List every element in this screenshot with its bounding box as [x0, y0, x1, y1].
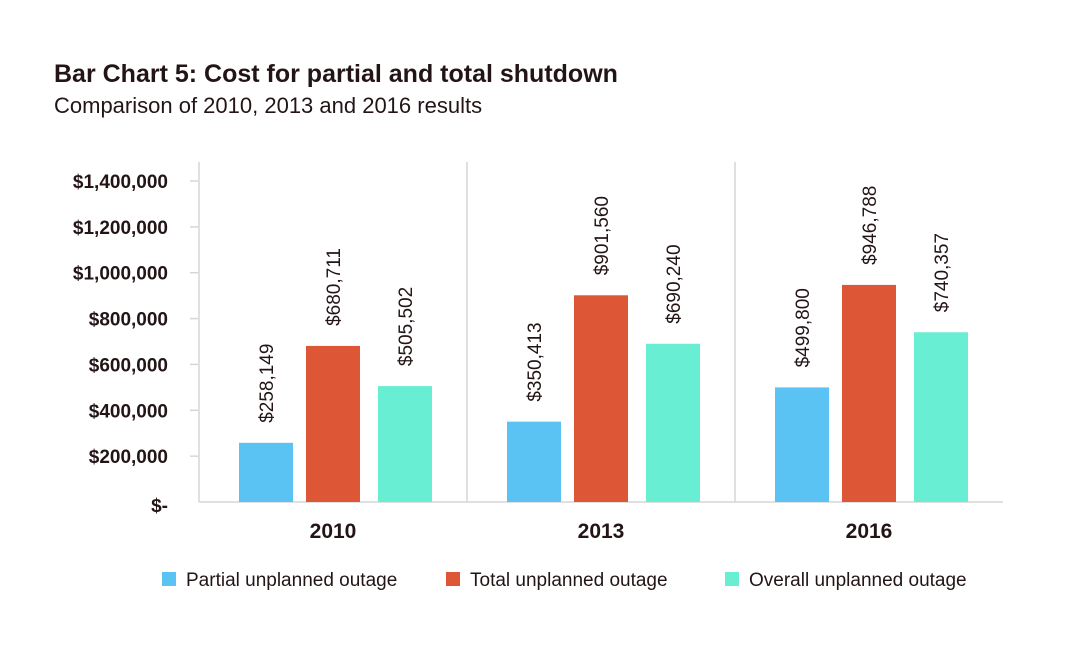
- y-tick-label: $1,000,000: [73, 264, 168, 285]
- legend-swatch: [725, 572, 739, 586]
- y-tick-label: $-: [151, 496, 168, 517]
- x-category-label: 2010: [310, 520, 357, 543]
- y-tick-label: $1,200,000: [73, 218, 168, 239]
- y-tick-label: $1,400,000: [73, 172, 168, 193]
- data-label: $499,800: [793, 288, 814, 367]
- bar-2016-0: [775, 387, 829, 502]
- legend-swatch: [446, 572, 460, 586]
- data-label: $946,788: [860, 186, 881, 265]
- bar-2010-1: [306, 345, 360, 502]
- bar-2013-2: [646, 343, 700, 502]
- data-label: $505,502: [396, 287, 417, 366]
- data-label: $690,240: [664, 244, 685, 323]
- bar-2013-0: [507, 421, 561, 502]
- legend-label: Partial unplanned outage: [186, 570, 397, 591]
- data-label: $901,560: [592, 196, 613, 275]
- legend-label: Overall unplanned outage: [749, 570, 967, 591]
- y-tick-label: $400,000: [89, 401, 168, 422]
- data-label: $740,357: [932, 233, 953, 312]
- bar-2016-1: [842, 284, 896, 502]
- data-label: $258,149: [257, 344, 278, 423]
- data-label: $350,413: [525, 322, 546, 401]
- bar-2016-2: [914, 332, 968, 502]
- legend-label: Total unplanned outage: [470, 570, 668, 591]
- bar-2010-2: [378, 386, 432, 502]
- chart-title: Bar Chart 5: Cost for partial and total …: [54, 60, 618, 88]
- chart-subtitle: Comparison of 2010, 2013 and 2016 result…: [54, 93, 483, 118]
- bar-2010-0: [239, 442, 293, 502]
- x-category-label: 2013: [578, 520, 625, 543]
- bar-2013-1: [574, 295, 628, 502]
- y-tick-label: $200,000: [89, 447, 168, 468]
- y-tick-label: $600,000: [89, 355, 168, 376]
- legend-swatch: [162, 572, 176, 586]
- y-tick-label: $800,000: [89, 310, 168, 331]
- x-category-label: 2016: [846, 520, 893, 543]
- data-label: $680,711: [324, 248, 345, 326]
